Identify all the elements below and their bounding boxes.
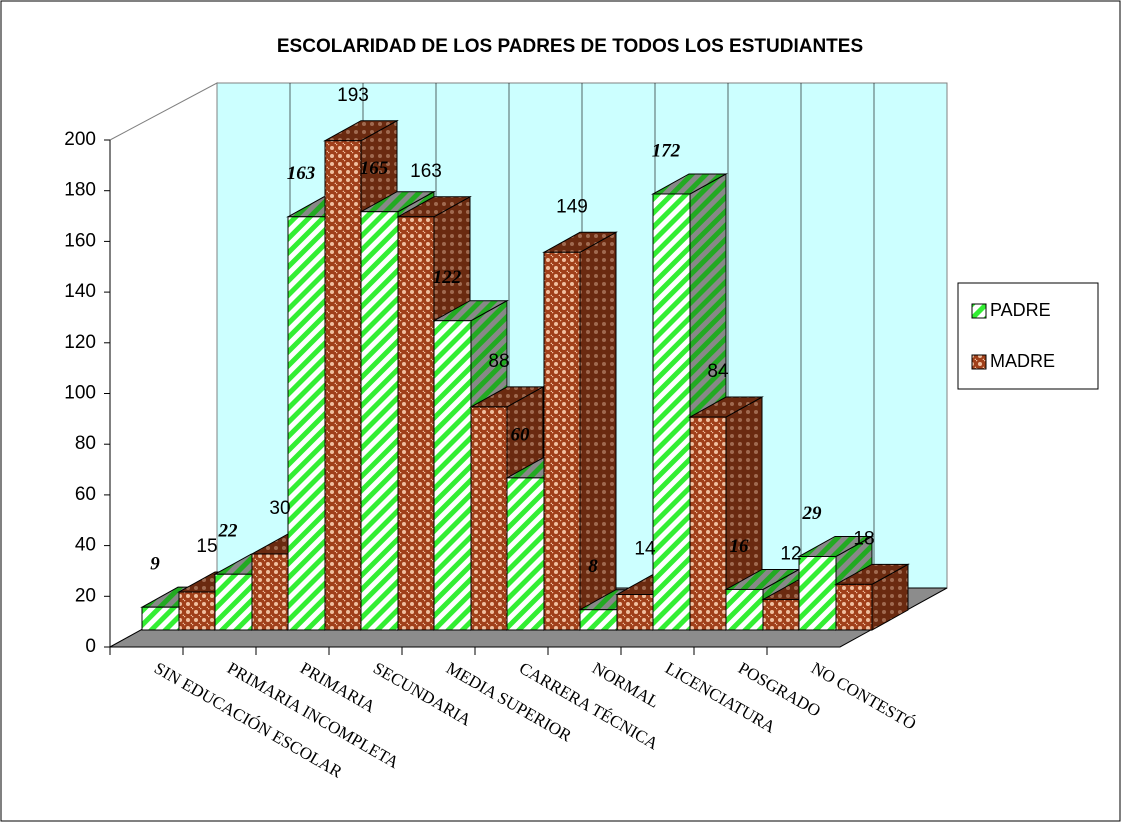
value-label: 14 <box>634 539 656 560</box>
y-tick-label: 160 <box>64 230 96 251</box>
legend-swatch <box>971 354 987 370</box>
y-tick-label: 0 <box>85 636 96 657</box>
y-tick-label: 20 <box>75 585 96 606</box>
value-label: 149 <box>556 196 588 217</box>
y-tick-label: 100 <box>64 383 96 404</box>
bar <box>579 609 618 631</box>
side-wall <box>109 82 218 648</box>
y-tick-label: 120 <box>64 332 96 353</box>
bar <box>214 573 253 631</box>
legend-swatch <box>971 303 987 319</box>
bar <box>324 140 362 631</box>
value-label: 18 <box>853 528 874 549</box>
value-label: 172 <box>652 140 681 161</box>
value-label: 22 <box>218 521 239 542</box>
value-label: 12 <box>780 544 801 565</box>
bar <box>141 606 180 631</box>
legend <box>957 282 1099 390</box>
bar <box>287 216 326 631</box>
value-label: 15 <box>196 536 217 557</box>
y-tick-label: 40 <box>75 535 96 556</box>
bar <box>798 555 837 631</box>
y-tick-label: 180 <box>64 180 96 201</box>
value-label: 60 <box>511 424 531 445</box>
value-label: 165 <box>360 158 389 179</box>
value-label: 16 <box>730 536 750 557</box>
bar <box>762 599 800 631</box>
bar <box>689 416 727 631</box>
value-label: 193 <box>337 85 369 106</box>
chart-title: ESCOLARIDAD DE LOS PADRES DE TODOS LOS E… <box>277 36 863 57</box>
y-tick-label: 200 <box>64 129 96 150</box>
value-label: 8 <box>588 556 598 577</box>
value-label: 163 <box>287 163 316 184</box>
bar <box>360 211 399 631</box>
value-label: 163 <box>410 161 442 182</box>
bar <box>397 216 435 631</box>
bar <box>433 320 472 631</box>
legend-label: MADRE <box>990 351 1055 371</box>
bar <box>543 251 581 631</box>
value-label: 84 <box>707 361 729 382</box>
bar <box>178 591 216 631</box>
legend-label: PADRE <box>990 300 1051 320</box>
bar <box>835 583 873 631</box>
bar <box>470 406 508 631</box>
value-label: 29 <box>802 503 823 524</box>
bar <box>725 588 764 631</box>
value-label: 88 <box>488 351 509 372</box>
y-tick-label: 140 <box>64 281 96 302</box>
bar <box>251 553 289 631</box>
bar <box>652 193 691 631</box>
value-label: 122 <box>433 267 462 288</box>
bar <box>506 477 545 631</box>
bar <box>616 594 654 631</box>
bar-side <box>579 231 617 631</box>
y-tick-label: 60 <box>75 484 96 505</box>
value-label: 30 <box>269 498 290 519</box>
y-tick-label: 80 <box>75 433 96 454</box>
value-label: 9 <box>150 554 160 575</box>
